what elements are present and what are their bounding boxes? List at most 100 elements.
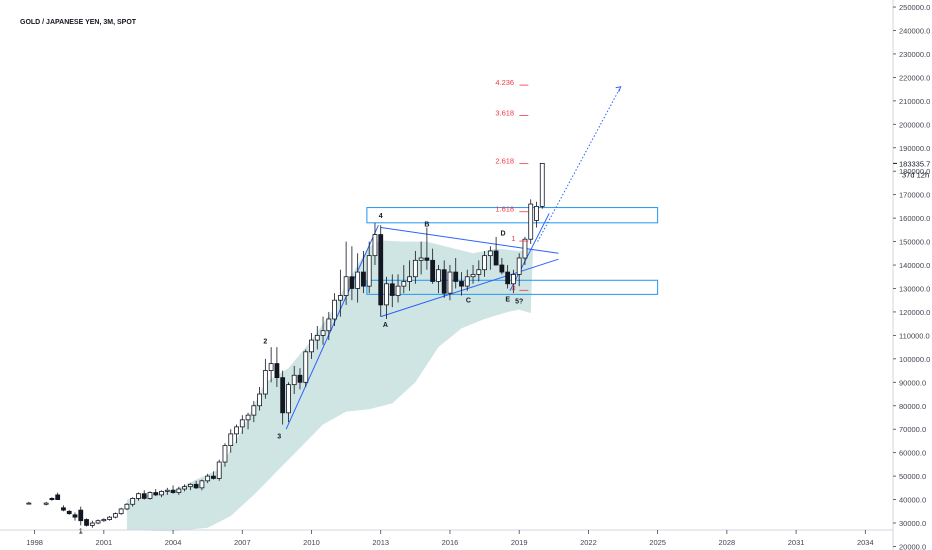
countdown-label: 37d 12h <box>902 170 929 179</box>
candle-body <box>441 269 447 294</box>
x-tick-label: 2001 <box>95 538 112 547</box>
candle-body <box>193 483 199 489</box>
candle-body <box>332 299 337 320</box>
y-tick-label: 230000.0 <box>899 50 930 59</box>
cloud-band <box>126 240 534 532</box>
x-tick-label: 2010 <box>303 538 320 547</box>
trend-line-3 <box>380 227 559 254</box>
y-tick-label: 40000.0 <box>899 496 926 505</box>
candle-body <box>49 498 55 500</box>
candle-body <box>286 384 291 414</box>
candle-body <box>424 257 430 261</box>
candle-body <box>43 502 49 505</box>
candle-body <box>187 483 193 488</box>
candle-body <box>401 281 407 287</box>
candle-body <box>418 257 424 261</box>
candle-body <box>389 283 395 296</box>
candle-body <box>228 433 234 447</box>
wave-label: A <box>383 322 388 329</box>
y-tick-label: 210000.0 <box>899 97 930 106</box>
y-tick-label: 60000.0 <box>899 449 926 458</box>
wave-label: C <box>466 298 471 305</box>
candle-body <box>159 490 164 496</box>
candle-body <box>343 276 349 296</box>
fib-level-label: 1 <box>511 234 515 243</box>
candle-body <box>262 370 268 395</box>
candle-body <box>72 514 78 518</box>
wave-label: E <box>505 296 510 303</box>
candle-body <box>539 162 545 207</box>
candle-body <box>257 393 262 407</box>
candle-body <box>61 507 66 511</box>
wave-label: 5? <box>515 299 523 306</box>
y-tick-label: 70000.0 <box>899 425 926 434</box>
candle-body <box>349 276 355 289</box>
y-tick-label: 140000.0 <box>899 261 930 270</box>
y-tick-label: 200000.0 <box>899 120 930 129</box>
candle-body <box>274 363 280 379</box>
candle-body <box>499 264 505 273</box>
candle-body <box>516 257 522 275</box>
candle-body <box>101 519 107 522</box>
candle-body <box>89 522 95 526</box>
wave-label-layer: 1 2 3 4 A B C D E 5? <box>79 213 523 535</box>
candle-body <box>337 295 343 301</box>
candle-body <box>447 271 453 294</box>
candle-body <box>493 250 499 266</box>
candle-body <box>453 271 459 282</box>
candle-body <box>176 488 182 493</box>
candle-body <box>355 271 361 289</box>
candle-body <box>395 285 401 296</box>
candle-body <box>78 509 84 522</box>
x-tick-label: 2031 <box>788 538 805 547</box>
candle-body <box>459 281 464 287</box>
fib-layer: 4.236 3.618 2.618 1.618 1 0 <box>495 78 529 292</box>
candle-body <box>66 510 72 515</box>
candle-body <box>239 419 245 428</box>
fib-level-label: 1.618 <box>495 205 514 214</box>
candle-body <box>164 489 170 492</box>
y-tick-label: 170000.0 <box>899 191 930 200</box>
candle-body <box>211 475 216 479</box>
candle-body <box>147 492 153 499</box>
candle-body <box>170 489 176 493</box>
candle-body <box>205 475 211 482</box>
candle-body <box>268 363 274 371</box>
candle-body <box>534 205 539 221</box>
candle-layer <box>26 162 545 528</box>
y-tick-label: 240000.0 <box>899 26 930 35</box>
y-tick-label: 50000.0 <box>899 472 926 481</box>
y-tick-label: 120000.0 <box>899 308 930 317</box>
candle-body <box>153 492 159 496</box>
candle-body <box>470 274 476 278</box>
projection-arrowhead <box>615 86 622 92</box>
x-tick-label: 2022 <box>580 538 597 547</box>
candle-body <box>326 318 332 332</box>
candle-body <box>130 498 136 505</box>
time-axis[interactable]: 1998 2001 2004 2007 2010 2013 2016 2019 2022 2025… <box>26 530 874 547</box>
candle-body <box>199 480 205 489</box>
candle-body <box>407 276 412 282</box>
price-axis[interactable]: 20000.0 30000.0 40000.0 50000.0 60000.0 70000… <box>893 3 930 550</box>
x-tick-label: 1998 <box>26 538 43 547</box>
fib-level-label: 3.618 <box>495 109 514 118</box>
wave-label: 2 <box>263 339 267 346</box>
last-price-marker: 183335.7 37d 12h <box>893 159 930 179</box>
trend-line-2 <box>380 258 559 318</box>
candle-body <box>505 271 511 285</box>
trend-line-layer <box>285 86 622 430</box>
candle-body <box>303 351 309 383</box>
x-tick-label: 2013 <box>372 538 389 547</box>
candle-body <box>476 269 482 275</box>
candle-body <box>118 508 124 515</box>
fib-level-label: 2.618 <box>495 157 514 166</box>
projection-line <box>537 86 622 242</box>
trend-line-4 <box>509 213 550 292</box>
candle-body <box>291 374 297 386</box>
zone-box-1 <box>366 207 659 224</box>
wave-label: 4 <box>379 213 383 220</box>
y-tick-label: 110000.0 <box>899 331 930 340</box>
candle-body <box>141 493 147 499</box>
candle-body <box>314 334 320 341</box>
